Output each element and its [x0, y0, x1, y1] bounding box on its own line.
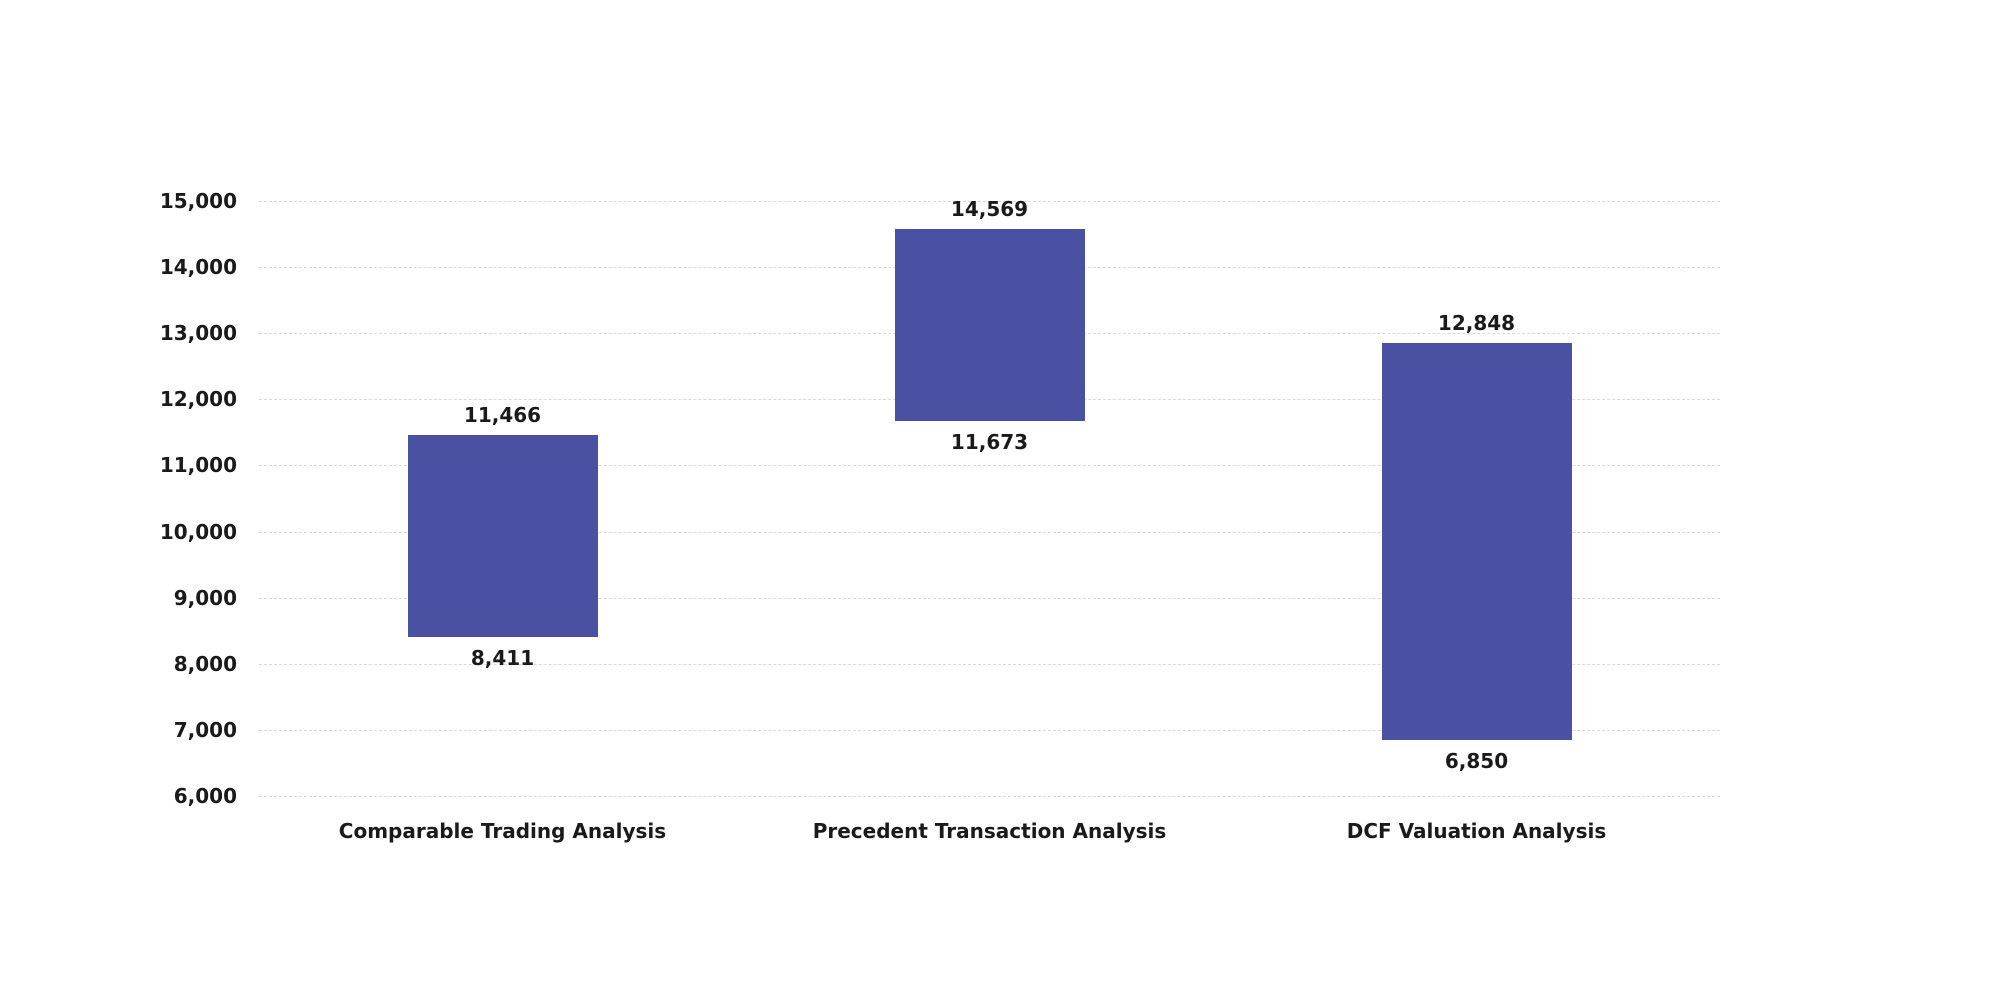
bar-low-value-label: 6,850 [1444, 748, 1509, 773]
bar-low-value-label: 11,673 [950, 429, 1029, 454]
gridline [259, 729, 1720, 731]
y-axis-tick-label: 6,000 [173, 784, 237, 808]
y-axis-tick-label: 7,000 [173, 717, 237, 742]
gridline [259, 531, 1720, 533]
y-axis-tick-label: 12,000 [159, 387, 237, 412]
bar-high-value-label: 14,569 [950, 197, 1029, 222]
x-axis-category-label: Precedent Transaction Analysis [812, 819, 1167, 843]
gridline [259, 201, 1720, 202]
x-axis-category-label: DCF Valuation Analysis [1346, 819, 1607, 843]
gridline [259, 597, 1720, 599]
y-axis-tick-label: 9,000 [173, 585, 237, 610]
y-axis-tick-label: 10,000 [159, 519, 237, 544]
gridline [259, 465, 1720, 467]
valuation-range-bar [1381, 343, 1572, 740]
valuation-range-bar [894, 229, 1085, 421]
y-axis-tick-label: 15,000 [159, 189, 237, 213]
bar-high-value-label: 12,848 [1437, 311, 1516, 336]
bar-low-value-label: 8,411 [470, 645, 535, 670]
bar-high-value-label: 11,466 [463, 402, 542, 427]
y-axis-tick-label: 11,000 [159, 453, 237, 478]
y-axis-tick-label: 13,000 [159, 321, 237, 346]
y-axis-tick-label: 14,000 [159, 255, 237, 280]
valuation-range-bar [407, 434, 598, 637]
y-axis-tick-label: 8,000 [173, 651, 237, 676]
gridline [259, 663, 1720, 665]
x-axis-category-label: Comparable Trading Analysis [338, 819, 667, 843]
gridline [259, 796, 1720, 797]
